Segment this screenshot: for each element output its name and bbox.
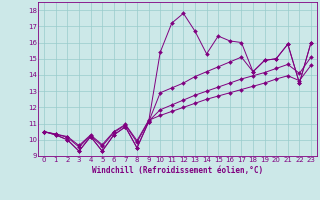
X-axis label: Windchill (Refroidissement éolien,°C): Windchill (Refroidissement éolien,°C) <box>92 166 263 175</box>
